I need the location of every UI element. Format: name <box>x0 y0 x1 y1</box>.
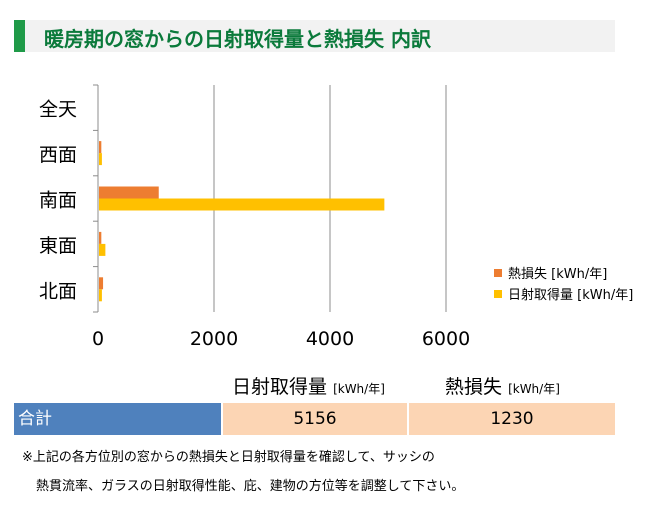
total-heat-loss: 1230 <box>409 403 615 435</box>
x-tick-label: 4000 <box>306 328 354 350</box>
bar-heat-loss <box>99 277 104 290</box>
category-label: 全天 <box>39 99 77 121</box>
header-heat-loss-unit: [kWh/年] <box>508 382 560 396</box>
page-title: 暖房期の窓からの日射取得量と熱損失 内訳 <box>44 27 431 51</box>
note-line-2: 熱貫流率、ガラスの日射取得性能、庇、建物の方位等を調整して下さい。 <box>36 479 465 494</box>
x-tick-label: 2000 <box>190 328 238 350</box>
legend-swatch-solar-gain <box>494 289 502 298</box>
total-label: 合計 <box>14 403 221 435</box>
chart-legend: 熱損失 [kWh/年] 日射取得量 [kWh/年] <box>494 262 633 304</box>
bar-heat-loss <box>99 231 102 244</box>
header-heat-loss: 熱損失 [kWh/年] <box>445 372 560 399</box>
bar-solar-gain <box>99 289 102 302</box>
title-accent-bar <box>14 20 25 52</box>
header-solar-gain-unit: [kWh/年] <box>333 382 385 396</box>
legend-label-heat-loss: 熱損失 [kWh/年] <box>508 267 608 282</box>
category-label: 北面 <box>39 280 77 302</box>
x-tick-label: 0 <box>92 328 104 350</box>
header-solar-gain: 日射取得量 [kWh/年] <box>232 372 385 399</box>
category-label: 西面 <box>39 144 77 166</box>
bar-solar-gain <box>99 153 102 166</box>
bar-solar-gain <box>99 243 106 256</box>
category-label: 南面 <box>39 190 77 212</box>
category-label: 東面 <box>39 235 77 257</box>
chart-gridlines <box>93 84 447 313</box>
chart-bars <box>99 141 385 302</box>
note-line-1: ※上記の各方位別の窓からの熱損失と日射取得量を確認して、サッシの <box>22 450 435 465</box>
bar-solar-gain <box>99 198 385 211</box>
bar-heat-loss <box>99 141 102 154</box>
title-bar: 暖房期の窓からの日射取得量と熱損失 内訳 <box>14 20 615 52</box>
legend-item-heat-loss: 熱損失 [kWh/年] <box>494 262 633 283</box>
header-heat-loss-label: 熱損失 <box>445 376 503 398</box>
bar-heat-loss <box>99 186 159 199</box>
total-row: 合計 5156 1230 <box>14 403 615 435</box>
legend-label-solar-gain: 日射取得量 [kWh/年] <box>508 288 634 303</box>
legend-item-solar-gain: 日射取得量 [kWh/年] <box>494 283 633 304</box>
legend-swatch-heat-loss <box>494 268 502 277</box>
x-tick-label: 6000 <box>422 328 470 350</box>
total-solar-gain: 5156 <box>223 403 407 435</box>
header-solar-gain-label: 日射取得量 <box>232 376 328 398</box>
